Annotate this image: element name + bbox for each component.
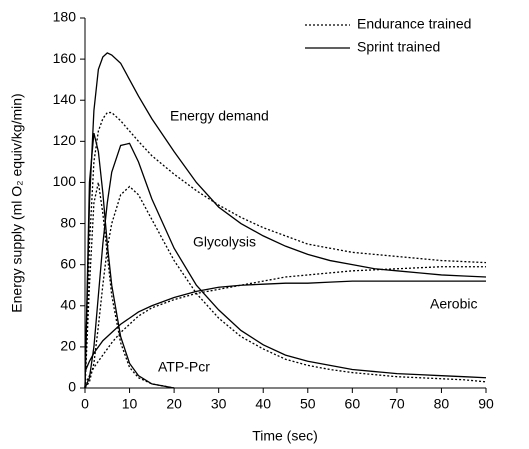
y-tick-label: 100 <box>53 173 77 189</box>
y-tick-label: 20 <box>60 338 76 354</box>
x-axis-label: Time (sec) <box>252 428 318 444</box>
y-tick-label: 140 <box>53 91 77 107</box>
y-tick-label: 180 <box>53 9 77 25</box>
y-tick-label: 160 <box>53 50 77 66</box>
curve <box>84 266 486 385</box>
x-tick-label: 80 <box>434 396 450 412</box>
curve <box>84 132 175 389</box>
curve <box>84 142 487 389</box>
curve <box>84 185 487 389</box>
y-tick-label: 0 <box>68 379 76 395</box>
y-axis-label: Energy supply (ml O₂ equiv/kg/min) <box>9 93 25 312</box>
y-tick-label: 80 <box>60 214 76 230</box>
curve <box>84 111 487 389</box>
x-tick-label: 90 <box>478 396 494 412</box>
x-tick-label: 60 <box>345 396 361 412</box>
curve <box>84 52 487 389</box>
x-tick-label: 20 <box>166 396 182 412</box>
legend-label: Endurance trained <box>357 16 471 32</box>
x-tick-label: 30 <box>211 396 227 412</box>
x-tick-label: 40 <box>255 396 271 412</box>
x-tick-label: 0 <box>81 396 89 412</box>
annotation: ATP-Pcr <box>158 359 210 375</box>
legend-label: Sprint trained <box>357 39 440 55</box>
curve <box>84 182 175 389</box>
annotation: Energy demand <box>170 108 269 124</box>
x-tick-label: 50 <box>300 396 316 412</box>
y-tick-label: 120 <box>53 132 77 148</box>
x-tick-label: 10 <box>122 396 138 412</box>
y-tick-label: 40 <box>60 296 76 312</box>
x-tick-label: 70 <box>389 396 405 412</box>
annotation: Aerobic <box>430 296 477 312</box>
annotation: Glycolysis <box>193 234 256 250</box>
curve <box>84 280 486 372</box>
y-tick-label: 60 <box>60 255 76 271</box>
